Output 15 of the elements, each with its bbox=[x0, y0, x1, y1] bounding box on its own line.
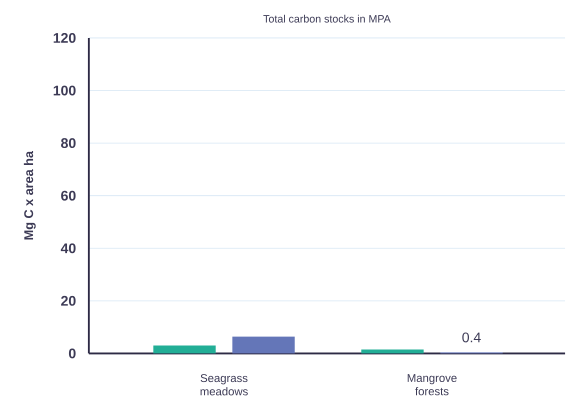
y-tick-label: 120 bbox=[54, 32, 76, 43]
y-tick-label: 60 bbox=[61, 190, 76, 200]
y-tick-label: 20 bbox=[61, 296, 76, 306]
chart-title: Total carbon stocks in MPA bbox=[263, 14, 391, 22]
x-tick-label: Mangrove forests bbox=[408, 374, 457, 396]
x-tick-label: Seagrass meadows bbox=[200, 374, 248, 396]
y-tick-label: 100 bbox=[54, 85, 76, 96]
y-tick-label: 0 bbox=[68, 348, 76, 358]
bar bbox=[361, 349, 424, 354]
y-axis-title: Mg C x area ha bbox=[24, 150, 36, 240]
y-tick-label: 80 bbox=[61, 138, 76, 148]
bar bbox=[232, 336, 295, 354]
bar bbox=[153, 345, 216, 354]
data-label: 0.4 bbox=[462, 332, 481, 342]
y-tick-label: 40 bbox=[60, 243, 76, 254]
